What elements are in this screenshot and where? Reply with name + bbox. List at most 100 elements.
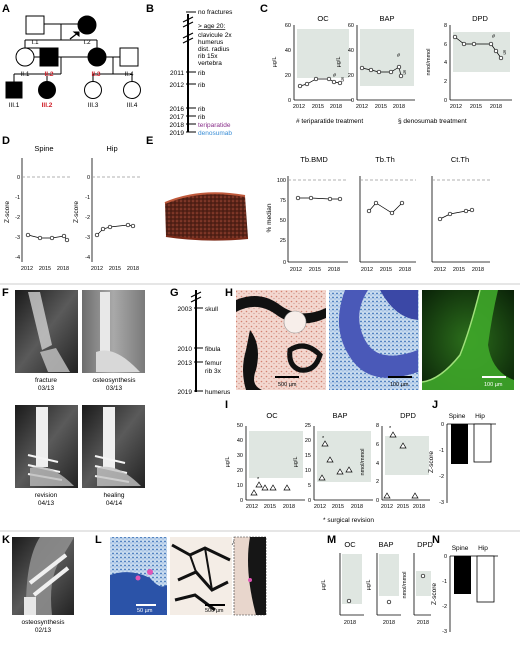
h-scale-1: 500 µm bbox=[278, 382, 297, 388]
i-dpd-year: 2015 bbox=[397, 504, 409, 510]
b-year: 2017 bbox=[170, 114, 185, 121]
xray-osteosynthesis-k bbox=[12, 537, 74, 615]
proband-arrow bbox=[72, 31, 80, 38]
b-year: 2012 bbox=[170, 82, 185, 89]
d-tick: -3 bbox=[85, 235, 90, 241]
m-dpd-point bbox=[420, 573, 426, 579]
pedigree-labels: I.1 I.2 II.1 II.2 II.3 II.4 III.1 III.2 … bbox=[9, 39, 138, 109]
i-bap-year: 2015 bbox=[332, 504, 344, 510]
b-event: rib bbox=[198, 82, 206, 89]
timeline-b: no fractures > age 20: clavicule 2x hume… bbox=[170, 9, 234, 137]
i-bap-ylabel: µg/L bbox=[293, 457, 299, 468]
i-dpd-year: 2012 bbox=[381, 504, 393, 510]
panel-label-f: F bbox=[2, 287, 9, 299]
xray-healing bbox=[82, 405, 145, 488]
d-tick: -1 bbox=[15, 195, 20, 201]
e-tick: 0 bbox=[283, 260, 286, 266]
c-bap-teriparatide-mark: # bbox=[397, 53, 401, 59]
c-bap-tick: 0 bbox=[351, 98, 354, 104]
e-ylabel: % median bbox=[266, 203, 273, 232]
d-year: 2018 bbox=[57, 266, 69, 272]
c-oc-year: 2018 bbox=[330, 104, 342, 110]
i-dpd-tick: 4 bbox=[376, 461, 379, 467]
f-date: 04/13 bbox=[38, 500, 55, 507]
m-dpd-reference-band bbox=[416, 571, 431, 596]
label-II2: II.2 bbox=[44, 71, 53, 78]
b-age-line: dist. radius bbox=[198, 46, 230, 53]
d-tick: -1 bbox=[85, 195, 90, 201]
e-ctth-title: Ct.Th bbox=[451, 155, 469, 164]
d-tick: 0 bbox=[17, 175, 20, 181]
d-tick: -2 bbox=[85, 215, 90, 221]
panel-m-charts: OC µg/L 2018 BAP µg/L 2018 DPD nmol/mmol… bbox=[321, 540, 433, 626]
panel-label-j: J bbox=[432, 399, 438, 411]
j-ylabel: Z-score bbox=[428, 451, 435, 473]
d-ylabel: Z-score bbox=[4, 201, 11, 223]
j-bar-hip bbox=[473, 423, 492, 463]
b-event: rib bbox=[198, 70, 206, 77]
panel-label-e: E bbox=[146, 135, 153, 147]
m-dpd-title: DPD bbox=[417, 540, 433, 549]
c-bap-tick: 60 bbox=[348, 23, 354, 29]
k-caption: osteosynthesis bbox=[22, 619, 66, 626]
e-year: 2015 bbox=[309, 267, 321, 273]
panel-c-charts: OC 0 20 40 60 µg/L # § 2012 2015 2018 BA… bbox=[272, 14, 512, 125]
c-oc-year: 2012 bbox=[293, 104, 305, 110]
g-year: 2019 bbox=[178, 389, 193, 396]
i-oc-year: 2012 bbox=[246, 504, 258, 510]
j-bar-spine bbox=[451, 424, 468, 464]
i-oc-tick: 10 bbox=[237, 483, 243, 489]
f-caption-osteosynthesis: osteosynthesis bbox=[93, 377, 137, 384]
d-year: 2015 bbox=[39, 266, 51, 272]
k-date: 02/13 bbox=[35, 627, 52, 634]
b-year: 2016 bbox=[170, 106, 185, 113]
e-tick: 100 bbox=[277, 178, 286, 184]
c-dpd-year: 2012 bbox=[450, 104, 462, 110]
e-year: 2018 bbox=[328, 267, 340, 273]
i-bap-tick: 25 bbox=[305, 423, 311, 429]
e-tick: 75 bbox=[280, 198, 286, 204]
histology-l-inset bbox=[233, 536, 267, 616]
n-label-hip: Hip bbox=[478, 545, 488, 552]
c-bap-tick: 20 bbox=[348, 73, 354, 79]
c-dpd-tick: 6 bbox=[444, 42, 447, 48]
n-tick: 0 bbox=[444, 554, 447, 560]
c-oc-tick: 40 bbox=[285, 48, 291, 54]
g-year: 2010 bbox=[178, 346, 193, 353]
c-bap-year: 2015 bbox=[375, 104, 387, 110]
c-oc-tick: 20 bbox=[285, 73, 291, 79]
i-dpd-tick: 6 bbox=[376, 442, 379, 448]
j-tick: -3 bbox=[439, 500, 444, 506]
i-dpd-tick: 8 bbox=[376, 423, 379, 429]
histology-toluidine: 100 µm bbox=[329, 290, 419, 390]
i-oc-year: 2018 bbox=[283, 504, 295, 510]
m-oc-ylabel: µg/L bbox=[321, 580, 327, 591]
c-dpd-tick: 4 bbox=[444, 60, 447, 66]
n-tick: -3 bbox=[442, 629, 447, 635]
g-event: humerus bbox=[205, 389, 231, 396]
panel-label-i: I bbox=[225, 399, 228, 411]
i-dpd-year: 2018 bbox=[413, 504, 425, 510]
d-tick: -2 bbox=[15, 215, 20, 221]
panel-label-n: N bbox=[432, 534, 440, 546]
i-bap-tick: 15 bbox=[305, 453, 311, 459]
e-year: 2018 bbox=[472, 267, 484, 273]
panel-label-b: B bbox=[146, 3, 154, 15]
panel-label-h: H bbox=[225, 287, 233, 299]
e-year: 2018 bbox=[399, 267, 411, 273]
label-III1: III.1 bbox=[9, 102, 20, 109]
c-oc-title: OC bbox=[317, 14, 329, 23]
i-dpd-ylabel: nmol/mmol bbox=[360, 449, 366, 476]
hrpqct-image bbox=[164, 192, 249, 241]
j-label-hip: Hip bbox=[475, 413, 485, 420]
d-spine-title: Spine bbox=[34, 144, 53, 153]
c-bap-ylabel: µg/L bbox=[336, 57, 342, 68]
m-oc-reference-band bbox=[342, 554, 362, 604]
i-oc-tick: 30 bbox=[237, 453, 243, 459]
b-age-line: vertebra bbox=[198, 60, 222, 67]
i-oc-year: 2015 bbox=[264, 504, 276, 510]
c-bap-reference-band bbox=[360, 29, 414, 86]
m-bap-reference-band bbox=[379, 554, 399, 596]
c-dpd-tick: 2 bbox=[444, 79, 447, 85]
